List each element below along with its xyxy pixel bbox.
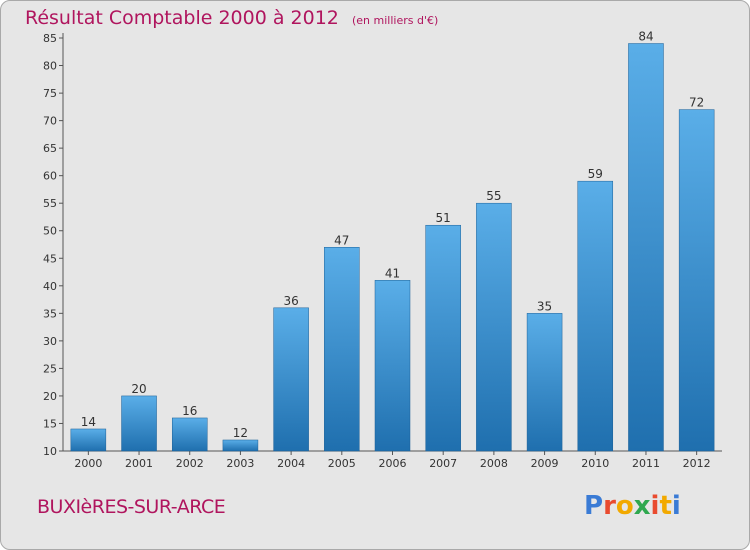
chart-subtitle: (en milliers d'€) xyxy=(351,14,439,27)
bar-2010 xyxy=(577,180,614,452)
logo-letter: t xyxy=(659,491,672,521)
logo-letter: x xyxy=(633,491,651,521)
data-label: 16 xyxy=(182,404,197,418)
x-tick-label: 2008 xyxy=(480,457,508,470)
bar-2002 xyxy=(171,417,208,452)
y-tick-label: 10 xyxy=(43,445,57,458)
bar-2011 xyxy=(628,43,664,452)
x-tick-label: 2005 xyxy=(328,457,356,470)
y-tick-label: 20 xyxy=(43,390,57,403)
data-label: 59 xyxy=(588,167,603,181)
logo-letter: o xyxy=(615,491,634,521)
x-tick-label: 2009 xyxy=(531,457,559,470)
logo-letter: r xyxy=(603,491,616,521)
y-tick-label: 30 xyxy=(43,335,57,348)
x-tick-label: 2000 xyxy=(74,457,102,470)
logo-letter: P xyxy=(584,491,604,521)
y-tick-label: 85 xyxy=(43,32,57,45)
bars xyxy=(70,43,715,452)
labels: 14 20 16 12 36 47 41 51 55 35 59 84 72 xyxy=(81,30,705,440)
bar-2001 xyxy=(121,395,157,452)
title-block: Résultat Comptable 2000 à 2012 (en milli… xyxy=(25,7,438,29)
y-tick-label: 50 xyxy=(43,225,57,238)
bar-2007 xyxy=(425,224,461,452)
data-label: 12 xyxy=(233,426,248,440)
x-tick-label: 2003 xyxy=(226,457,254,470)
bar-2006 xyxy=(374,280,411,452)
y-tick-label: 25 xyxy=(43,362,57,375)
x-tick-label: 2012 xyxy=(683,457,711,470)
y-tick-label: 55 xyxy=(43,197,57,210)
bar-2012 xyxy=(678,109,715,452)
logo-letter: i xyxy=(671,491,681,521)
x-tick-label: 2001 xyxy=(125,457,153,470)
data-label: 72 xyxy=(689,96,704,110)
bar-2004 xyxy=(273,307,309,452)
x-tick-label: 2002 xyxy=(176,457,204,470)
y-tick-label: 65 xyxy=(43,142,57,155)
y-tick-label: 80 xyxy=(43,60,57,73)
x-tick-label: 2011 xyxy=(632,457,660,470)
chart-title: Résultat Comptable 2000 à 2012 xyxy=(25,7,339,29)
y-tick-label: 35 xyxy=(43,307,57,320)
y-tick-label: 15 xyxy=(43,417,57,430)
data-label: 84 xyxy=(638,30,653,44)
bar-2005 xyxy=(324,247,360,452)
commune-name: BUXIèRES-SUR-ARCE xyxy=(37,496,226,518)
logo-letter: i xyxy=(650,491,660,521)
bar-2003 xyxy=(222,439,259,452)
data-label: 51 xyxy=(436,211,451,225)
y-tick-label: 75 xyxy=(43,87,57,100)
data-label: 35 xyxy=(537,299,552,313)
data-label: 36 xyxy=(283,294,298,308)
data-label: 20 xyxy=(131,382,146,396)
data-label: 14 xyxy=(81,415,96,429)
x-tick-label: 2006 xyxy=(379,457,407,470)
y-tick-label: 40 xyxy=(43,280,57,293)
x-tick-label: 2004 xyxy=(277,457,305,470)
x-tick-label: 2007 xyxy=(429,457,457,470)
proxiti-logo[interactable]: Proxiti xyxy=(584,491,681,521)
data-label: 55 xyxy=(486,189,501,203)
data-label: 41 xyxy=(385,266,400,280)
bar-2009 xyxy=(526,313,563,452)
y-tick-label: 45 xyxy=(43,252,57,265)
bar-2008 xyxy=(476,202,512,452)
bar-2000 xyxy=(70,428,107,452)
x-tick-label: 2010 xyxy=(581,457,609,470)
y-tick-label: 70 xyxy=(43,115,57,128)
y-tick-label: 60 xyxy=(43,170,57,183)
data-label: 47 xyxy=(334,233,349,247)
